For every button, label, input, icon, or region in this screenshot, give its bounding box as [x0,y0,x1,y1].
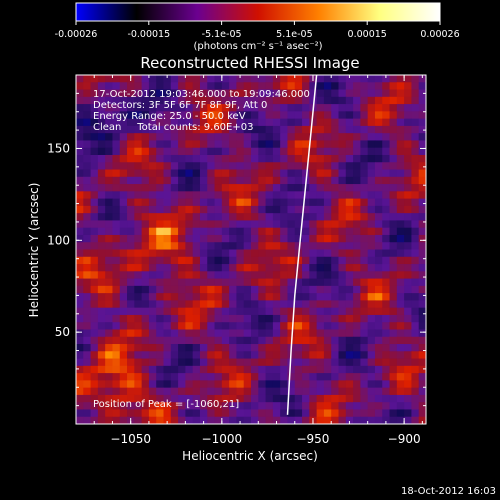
x-tick-label: −900 [388,432,421,446]
x-tick-label: −1000 [202,432,243,446]
colorbar-tick-label: -5.1e-05 [202,29,242,40]
plot-frame [75,74,427,425]
annotation-time-range: 17-Oct-2012 19:03:46.000 to 19:09:46.000 [93,89,310,100]
colorbar-tick-label: -0.00026 [55,29,98,40]
plot-area [76,75,426,424]
x-axis-ticks: −1050 −1000 −950 −900 [93,75,423,446]
heatmap-grid [76,75,426,424]
peak-position-label: Position of Peak = [-1060,21] [93,399,239,410]
colorbar-unit-label: (photons cm⁻² s⁻¹ asec⁻²) [193,41,322,52]
colorbar-tick-label: 5.1e-05 [276,29,312,40]
annotation-block: 17-Oct-2012 19:03:46.000 to 19:09:46.000… [93,89,310,133]
colorbar-tick-label: 0.00015 [348,29,387,40]
solar-limb-curve [286,75,318,415]
annotation-total-counts: Clean Total counts: 9.60E+03 [93,122,253,133]
footer-timestamp: 18-Oct-2012 16:03 [401,486,496,497]
y-axis-ticks: 50 100 150 [47,92,426,407]
colorbar-tick-label: 0.00026 [420,29,459,40]
x-tick-label: −950 [296,432,329,446]
colorbar-ticks: -0.00026 -0.00015 -5.1e-05 5.1e-05 0.00015 0.… [55,21,460,40]
x-tick-label: −1050 [110,432,151,446]
x-axis-label: Heliocentric X (arcsec) [182,449,318,463]
y-axis-label: Heliocentric Y (arcsec) [27,183,41,318]
colorbar-strip [75,2,441,22]
colorbar: -0.00026 -0.00015 -5.1e-05 5.1e-05 0.00015 0.… [55,2,460,52]
annotation-detectors: Detectors: 3F 5F 6F 7F 8F 9F, Att 0 [93,100,267,111]
y-tick-label: 100 [47,233,70,247]
chart-title: Reconstructed RHESSI Image [140,54,359,72]
y-tick-label: 150 [47,141,70,155]
annotation-energy-range: Energy Range: 25.0 - 50.0 keV [93,111,246,122]
y-tick-label: 50 [55,325,70,339]
colorbar-tick-label: -0.00015 [127,29,170,40]
